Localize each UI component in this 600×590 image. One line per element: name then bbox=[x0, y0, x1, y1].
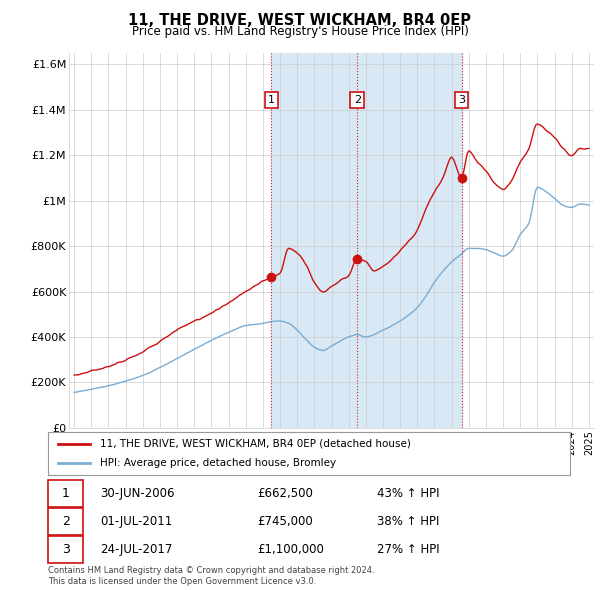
Text: 43% ↑ HPI: 43% ↑ HPI bbox=[377, 487, 439, 500]
Text: 24-JUL-2017: 24-JUL-2017 bbox=[100, 543, 173, 556]
Text: £745,000: £745,000 bbox=[257, 515, 313, 528]
Text: Contains HM Land Registry data © Crown copyright and database right 2024.
This d: Contains HM Land Registry data © Crown c… bbox=[48, 566, 374, 586]
Text: 27% ↑ HPI: 27% ↑ HPI bbox=[377, 543, 439, 556]
FancyBboxPatch shape bbox=[48, 480, 83, 507]
Text: 38% ↑ HPI: 38% ↑ HPI bbox=[377, 515, 439, 528]
Text: 30-JUN-2006: 30-JUN-2006 bbox=[100, 487, 175, 500]
Text: 11, THE DRIVE, WEST WICKHAM, BR4 0EP: 11, THE DRIVE, WEST WICKHAM, BR4 0EP bbox=[128, 13, 472, 28]
Text: 3: 3 bbox=[62, 543, 70, 556]
Text: 11, THE DRIVE, WEST WICKHAM, BR4 0EP (detached house): 11, THE DRIVE, WEST WICKHAM, BR4 0EP (de… bbox=[100, 439, 411, 449]
Text: £1,100,000: £1,100,000 bbox=[257, 543, 323, 556]
Text: 1: 1 bbox=[268, 95, 275, 105]
FancyBboxPatch shape bbox=[48, 536, 83, 563]
Bar bbox=[271, 53, 357, 428]
Text: Price paid vs. HM Land Registry's House Price Index (HPI): Price paid vs. HM Land Registry's House … bbox=[131, 25, 469, 38]
Text: 1: 1 bbox=[62, 487, 70, 500]
Text: £662,500: £662,500 bbox=[257, 487, 313, 500]
Text: HPI: Average price, detached house, Bromley: HPI: Average price, detached house, Brom… bbox=[100, 458, 337, 468]
Text: 3: 3 bbox=[458, 95, 465, 105]
Text: 2: 2 bbox=[62, 515, 70, 528]
Text: 2: 2 bbox=[353, 95, 361, 105]
FancyBboxPatch shape bbox=[48, 508, 83, 535]
Bar bbox=[357, 53, 461, 428]
Text: 01-JUL-2011: 01-JUL-2011 bbox=[100, 515, 172, 528]
